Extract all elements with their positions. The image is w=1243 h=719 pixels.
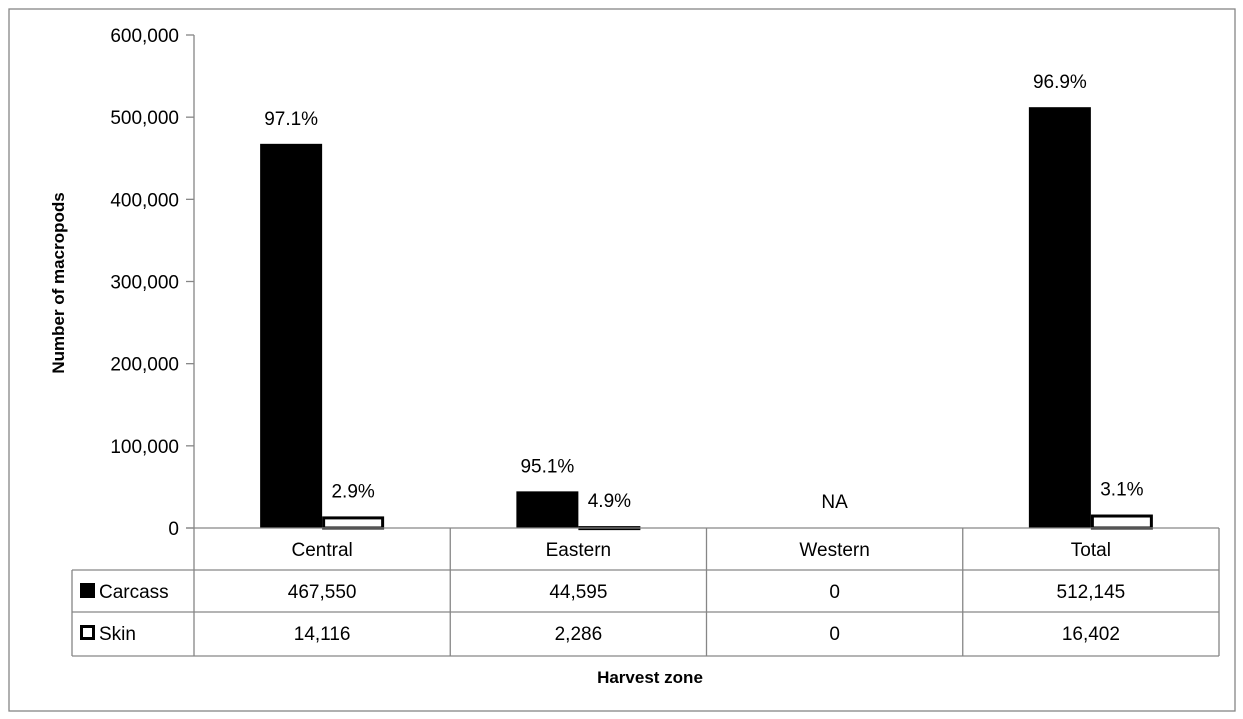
bar-carcass <box>516 491 579 528</box>
percent-label-skin: 2.9% <box>331 481 374 502</box>
percent-label-skin: 3.1% <box>1100 480 1143 501</box>
category-label: Total <box>1071 540 1111 561</box>
table-cell-value: 2,286 <box>555 624 603 645</box>
percent-label-carcass: 95.1% <box>520 456 574 477</box>
y-axis-title: Number of macropods <box>49 192 68 373</box>
percent-label-skin: 4.9% <box>588 491 631 512</box>
data-table: Central Eastern Western Total Carcass 467,550… <box>71 527 1220 657</box>
data-labels: 97.1% 2.9% 95.1% 4.9% 96.9% 3.1% NA <box>264 72 1143 513</box>
table-cell-value: 467,550 <box>288 582 357 603</box>
y-tick-label: 600,000 <box>110 26 179 47</box>
table-cell-value: 16,402 <box>1062 624 1120 645</box>
bar-carcass <box>260 143 323 528</box>
y-tick-label: 0 <box>168 519 179 540</box>
bar-skin <box>1090 514 1153 530</box>
bar-skin <box>322 516 385 530</box>
y-tick-label: 200,000 <box>110 355 179 376</box>
legend-key-skin <box>80 625 95 640</box>
percent-label-carcass: 96.9% <box>1033 72 1087 93</box>
legend-label-skin: Skin <box>99 624 136 645</box>
category-label: Western <box>799 540 869 561</box>
table-cell-value: 512,145 <box>1057 582 1126 603</box>
y-tick-label: 100,000 <box>110 437 179 458</box>
x-axis-title: Harvest zone <box>597 668 703 687</box>
category-label: Eastern <box>546 540 611 561</box>
table-cell-value: 0 <box>829 582 840 603</box>
table-cell-value: 44,595 <box>549 582 607 603</box>
bar-carcass <box>1028 107 1091 528</box>
legend-key-carcass <box>80 583 95 598</box>
y-tick-label: 300,000 <box>110 273 179 294</box>
bars <box>260 107 1153 531</box>
table-cell-value: 0 <box>829 624 840 645</box>
percent-label-carcass: 97.1% <box>264 109 318 130</box>
y-axis: 0 100,000 200,000 300,000 400,000 500,000 600,… <box>110 26 195 540</box>
table-cell-value: 14,116 <box>294 624 351 645</box>
na-annotation: NA <box>821 492 848 513</box>
y-tick-label: 500,000 <box>110 108 179 129</box>
category-label: Central <box>292 540 353 561</box>
legend-label-carcass: Carcass <box>99 582 169 603</box>
y-tick-label: 400,000 <box>110 190 179 211</box>
